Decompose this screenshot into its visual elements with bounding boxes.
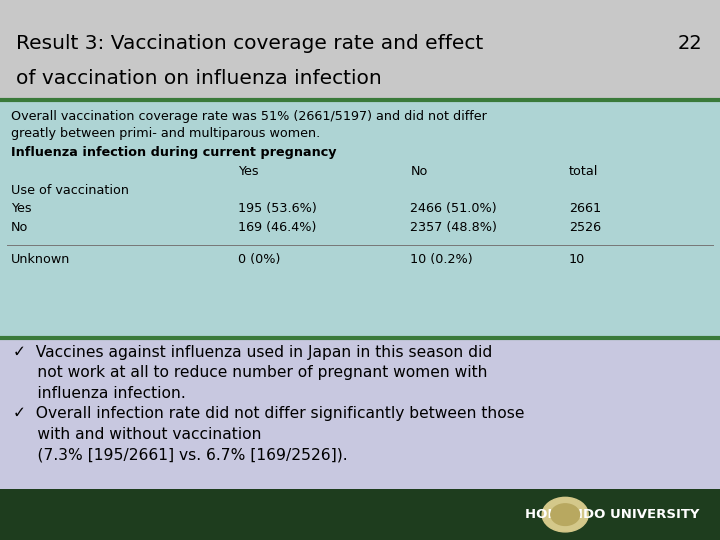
Text: of vaccination on influenza infection: of vaccination on influenza infection bbox=[16, 69, 382, 88]
Text: No: No bbox=[11, 221, 28, 234]
Text: Unknown: Unknown bbox=[11, 253, 70, 266]
Text: (7.3% [195/2661] vs. 6.7% [169/2526]).: (7.3% [195/2661] vs. 6.7% [169/2526]). bbox=[13, 447, 348, 462]
Text: Result 3: Vaccination coverage rate and effect: Result 3: Vaccination coverage rate and … bbox=[16, 33, 483, 53]
Circle shape bbox=[551, 504, 580, 525]
Text: 169 (46.4%): 169 (46.4%) bbox=[238, 221, 316, 234]
FancyBboxPatch shape bbox=[0, 338, 720, 489]
Text: not work at all to reduce number of pregnant women with: not work at all to reduce number of preg… bbox=[13, 365, 487, 380]
Text: Yes: Yes bbox=[238, 165, 258, 178]
Text: Yes: Yes bbox=[11, 202, 32, 215]
Text: ✓  Vaccines against influenza used in Japan in this season did: ✓ Vaccines against influenza used in Jap… bbox=[13, 345, 492, 360]
Text: with and without vaccination: with and without vaccination bbox=[13, 427, 261, 442]
Text: 10: 10 bbox=[569, 253, 585, 266]
FancyBboxPatch shape bbox=[0, 0, 720, 100]
Text: 2357 (48.8%): 2357 (48.8%) bbox=[410, 221, 498, 234]
Text: 0 (0%): 0 (0%) bbox=[238, 253, 280, 266]
Text: ✓  Overall infection rate did not differ significantly between those: ✓ Overall infection rate did not differ … bbox=[13, 406, 524, 421]
Text: Overall vaccination coverage rate was 51% (2661/5197) and did not differ: Overall vaccination coverage rate was 51… bbox=[11, 110, 487, 123]
Text: 195 (53.6%): 195 (53.6%) bbox=[238, 202, 316, 215]
Text: total: total bbox=[569, 165, 598, 178]
Text: Influenza infection during current pregnancy: Influenza infection during current pregn… bbox=[11, 146, 336, 159]
FancyBboxPatch shape bbox=[0, 489, 720, 540]
FancyBboxPatch shape bbox=[0, 100, 720, 338]
Text: 2526: 2526 bbox=[569, 221, 601, 234]
Text: greatly between primi- and multiparous women.: greatly between primi- and multiparous w… bbox=[11, 127, 320, 140]
Text: 22: 22 bbox=[678, 33, 702, 53]
Text: 2466 (51.0%): 2466 (51.0%) bbox=[410, 202, 497, 215]
Text: No: No bbox=[410, 165, 428, 178]
Text: 2661: 2661 bbox=[569, 202, 601, 215]
Circle shape bbox=[542, 497, 588, 532]
Text: 10 (0.2%): 10 (0.2%) bbox=[410, 253, 473, 266]
Text: HOKKAIDO UNIVERSITY: HOKKAIDO UNIVERSITY bbox=[526, 508, 700, 521]
Text: influenza infection.: influenza infection. bbox=[13, 386, 186, 401]
Text: Use of vaccination: Use of vaccination bbox=[11, 184, 129, 197]
